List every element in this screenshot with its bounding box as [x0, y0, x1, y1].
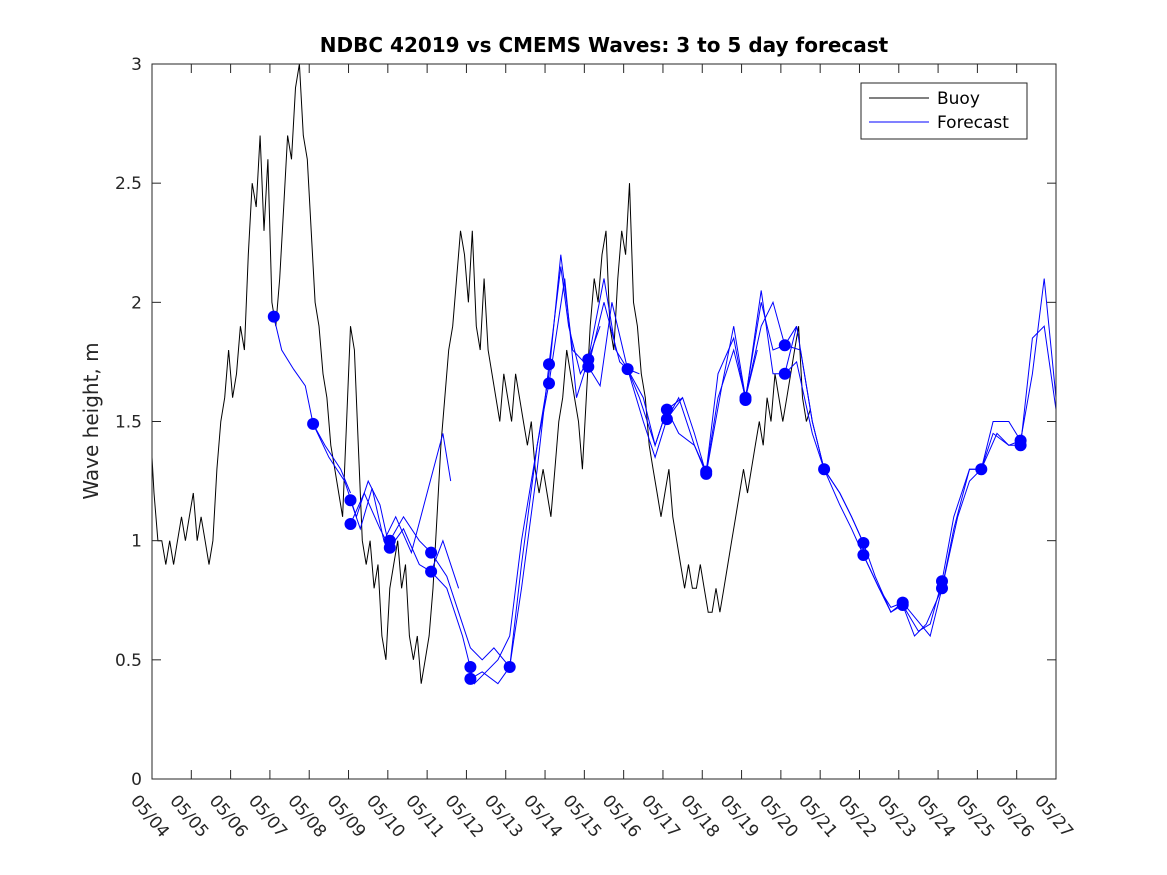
- chart-title: NDBC 42019 vs CMEMS Waves: 3 to 5 day fo…: [320, 33, 889, 57]
- plot-area: 00.511.522.5305/0405/0505/0605/0705/0805…: [115, 55, 1077, 842]
- forecast-run-line: [902, 432, 1021, 637]
- forecast-start-marker: [975, 463, 988, 476]
- y-tick-label: 0.5: [115, 651, 142, 671]
- forecast-run-line: [587, 302, 707, 475]
- x-tick-label: 05/16: [598, 791, 645, 841]
- forecast-start-marker: [660, 403, 673, 416]
- forecast-start-marker: [543, 358, 555, 371]
- x-tick-label: 05/18: [676, 791, 723, 841]
- legend-entry-forecast: Forecast: [937, 113, 1009, 133]
- x-tick-label: 05/13: [480, 791, 527, 841]
- axes-box: [151, 63, 1057, 780]
- x-tick-label: 05/26: [991, 791, 1038, 841]
- y-tick-label: 1.5: [115, 413, 142, 433]
- forecast-run-line: [862, 468, 982, 638]
- y-axis-label: Wave height, m: [79, 342, 103, 499]
- y-tick-label: 3: [131, 55, 142, 75]
- forecast-start-marker: [1014, 439, 1027, 452]
- forecast-start-marker: [503, 661, 516, 673]
- forecast-run-line: [784, 360, 904, 613]
- forecast-start-marker: [464, 661, 477, 673]
- forecast-start-marker: [425, 565, 438, 578]
- forecast-start-marker: [383, 541, 396, 554]
- x-tick-label: 05/06: [205, 791, 252, 841]
- x-tick-label: 05/19: [716, 791, 763, 841]
- forecast-start-marker: [778, 339, 791, 352]
- forecast-start-marker: [818, 463, 831, 476]
- y-tick-label: 2: [131, 293, 142, 313]
- forecast-run-line: [470, 266, 601, 685]
- forecast-start-marker: [739, 394, 752, 406]
- forecast-start-marker: [621, 363, 634, 376]
- forecast-run-line: [509, 254, 640, 668]
- x-tick-label: 05/05: [165, 791, 212, 841]
- y-tick-label: 0: [131, 770, 142, 790]
- forecast-start-marker: [936, 582, 948, 595]
- x-tick-label: 05/11: [401, 791, 448, 841]
- y-tick-label: 2.5: [115, 174, 142, 194]
- x-tick-label: 05/08: [283, 791, 330, 841]
- x-tick-label: 05/04: [126, 791, 173, 841]
- forecast-start-marker: [344, 518, 357, 530]
- buoy-series-line: [151, 63, 811, 684]
- x-tick-label: 05/14: [519, 791, 566, 841]
- forecast-run-line: [627, 348, 758, 474]
- forecast-start-marker: [425, 546, 438, 559]
- legend: Buoy Forecast: [860, 82, 1028, 140]
- forecast-run-line: [745, 300, 864, 544]
- x-tick-label: 05/15: [559, 791, 606, 841]
- x-tick-label: 05/09: [323, 791, 370, 841]
- forecast-start-marker: [660, 413, 673, 426]
- x-tick-label: 05/12: [441, 791, 488, 841]
- forecast-run-line: [823, 468, 943, 632]
- x-tick-label: 05/21: [794, 791, 841, 841]
- x-tick-label: 05/20: [755, 791, 802, 841]
- forecast-start-marker: [857, 537, 870, 549]
- forecast-run-line: [389, 515, 511, 668]
- y-tick-label: 1: [131, 532, 142, 552]
- forecast-run-line: [350, 433, 452, 555]
- x-tick-label: 05/24: [912, 791, 959, 841]
- forecast-start-marker: [778, 367, 791, 380]
- x-tick-label: 05/17: [637, 791, 684, 841]
- forecast-start-marker: [267, 310, 280, 323]
- forecast-start-marker: [857, 549, 870, 561]
- forecast-start-marker: [543, 377, 555, 390]
- forecast-start-marker: [344, 494, 357, 507]
- forecast-start-marker: [896, 599, 909, 611]
- forecast-run-line: [666, 302, 798, 475]
- legend-entry-buoy: Buoy: [937, 89, 980, 109]
- forecast-start-marker: [582, 360, 595, 373]
- forecast-run-line: [350, 491, 460, 589]
- forecast-start-marker: [464, 672, 477, 685]
- x-tick-label: 05/27: [1030, 791, 1077, 841]
- forecast-start-marker: [307, 417, 320, 430]
- legend-box: [860, 82, 1028, 140]
- x-tick-label: 05/22: [834, 791, 881, 841]
- forecast-start-marker: [700, 467, 713, 480]
- x-tick-label: 05/25: [952, 791, 999, 841]
- forecast-run-line: [273, 316, 351, 494]
- x-tick-label: 05/10: [362, 791, 409, 841]
- x-tick-label: 05/23: [873, 791, 920, 841]
- forecast-run-line: [941, 278, 1057, 582]
- x-tick-label: 05/07: [244, 791, 291, 841]
- forecast-run-line: [430, 383, 550, 685]
